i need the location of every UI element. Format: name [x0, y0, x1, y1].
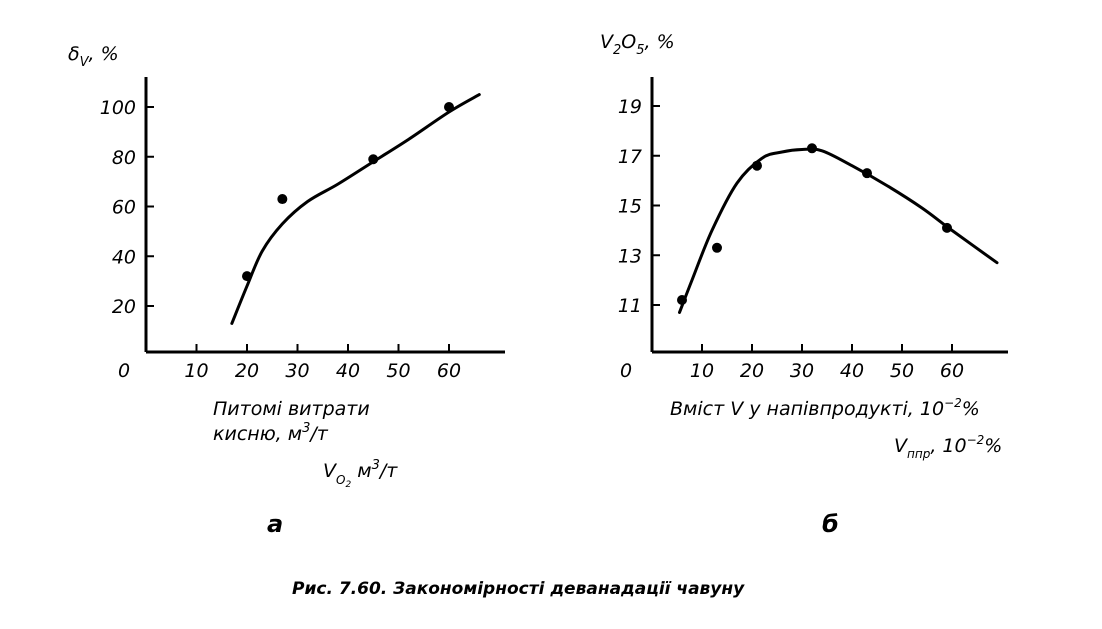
x-tick-label: 20 [235, 360, 259, 382]
chart-a-panel-label: а [267, 510, 283, 538]
chart-a-ticks [146, 106, 450, 352]
chart-b-x-symbol: Vппр, 10−2% [894, 433, 1002, 461]
chart-a-y-title-sub: V [80, 55, 90, 70]
data-point [862, 168, 872, 179]
y-tick-label: 13 [618, 245, 642, 267]
x-tick-label: 60 [940, 360, 964, 382]
chart-b-origin-label: 0 [620, 360, 632, 382]
chart-a-series-curve [230, 93, 481, 325]
chart-b-x-label-line1: Вміст V у напівпродукті, 10−2% [670, 396, 980, 420]
data-point [277, 194, 288, 205]
y-tick-label: 15 [618, 196, 642, 218]
data-point [677, 295, 687, 306]
x-tick-label: 20 [740, 360, 764, 382]
chart-a-origin-label: 0 [118, 360, 130, 382]
x-tick-label: 50 [890, 360, 914, 382]
data-point [942, 222, 952, 233]
chart-b: 10 20 30 40 50 60 11 13 15 17 19 0 V2O5, % Вміст V… [600, 31, 1008, 538]
data-point [368, 154, 379, 165]
y-tick-label: 19 [618, 96, 642, 118]
chart-b-ticks [652, 105, 953, 352]
x-tick-label: 40 [336, 360, 360, 382]
chart-a-x-symbol: VO2 м3/т [323, 458, 398, 490]
y-tick-label: 40 [112, 246, 136, 268]
x-tick-label: 10 [184, 360, 208, 382]
chart-b-points [677, 143, 952, 306]
chart-a-x-label-line1: Питомі витрати [213, 398, 370, 420]
x-tick-label: 30 [285, 360, 309, 382]
chart-a-x-label-line2: кисню, м3/т [213, 421, 329, 445]
data-point [752, 160, 762, 171]
data-point [807, 143, 817, 154]
x-tick-label: 10 [690, 360, 714, 382]
data-point [242, 271, 252, 282]
chart-a-tick-labels: 10 20 30 40 50 60 20 40 60 80 100 [100, 97, 461, 382]
chart-a-points [242, 102, 454, 282]
x-tick-label: 40 [840, 360, 864, 382]
x-tick-label: 50 [386, 360, 410, 382]
y-tick-label: 100 [100, 97, 136, 119]
y-tick-label: 80 [112, 147, 136, 169]
data-point [444, 102, 454, 112]
chart-a-y-title: δV, % [68, 43, 119, 70]
y-tick-label: 20 [112, 296, 136, 318]
y-tick-label: 17 [618, 146, 642, 168]
chart-a: 10 20 30 40 50 60 20 40 60 80 100 0 δV, % Питомі в… [68, 43, 505, 538]
chart-b-tick-labels: 10 20 30 40 50 60 11 13 15 17 19 [618, 96, 964, 382]
chart-b-y-title: V2O5, % [600, 31, 675, 58]
chart-b-series-curve [678, 147, 999, 314]
chart-b-panel-label: б [822, 510, 839, 538]
x-tick-label: 60 [437, 360, 461, 382]
data-point [712, 242, 722, 253]
x-tick-label: 30 [790, 360, 814, 382]
y-tick-label: 11 [618, 295, 642, 317]
y-tick-label: 60 [112, 197, 136, 219]
figure-caption: Рис. 7.60. Закономірності деванадації ча… [292, 579, 745, 599]
